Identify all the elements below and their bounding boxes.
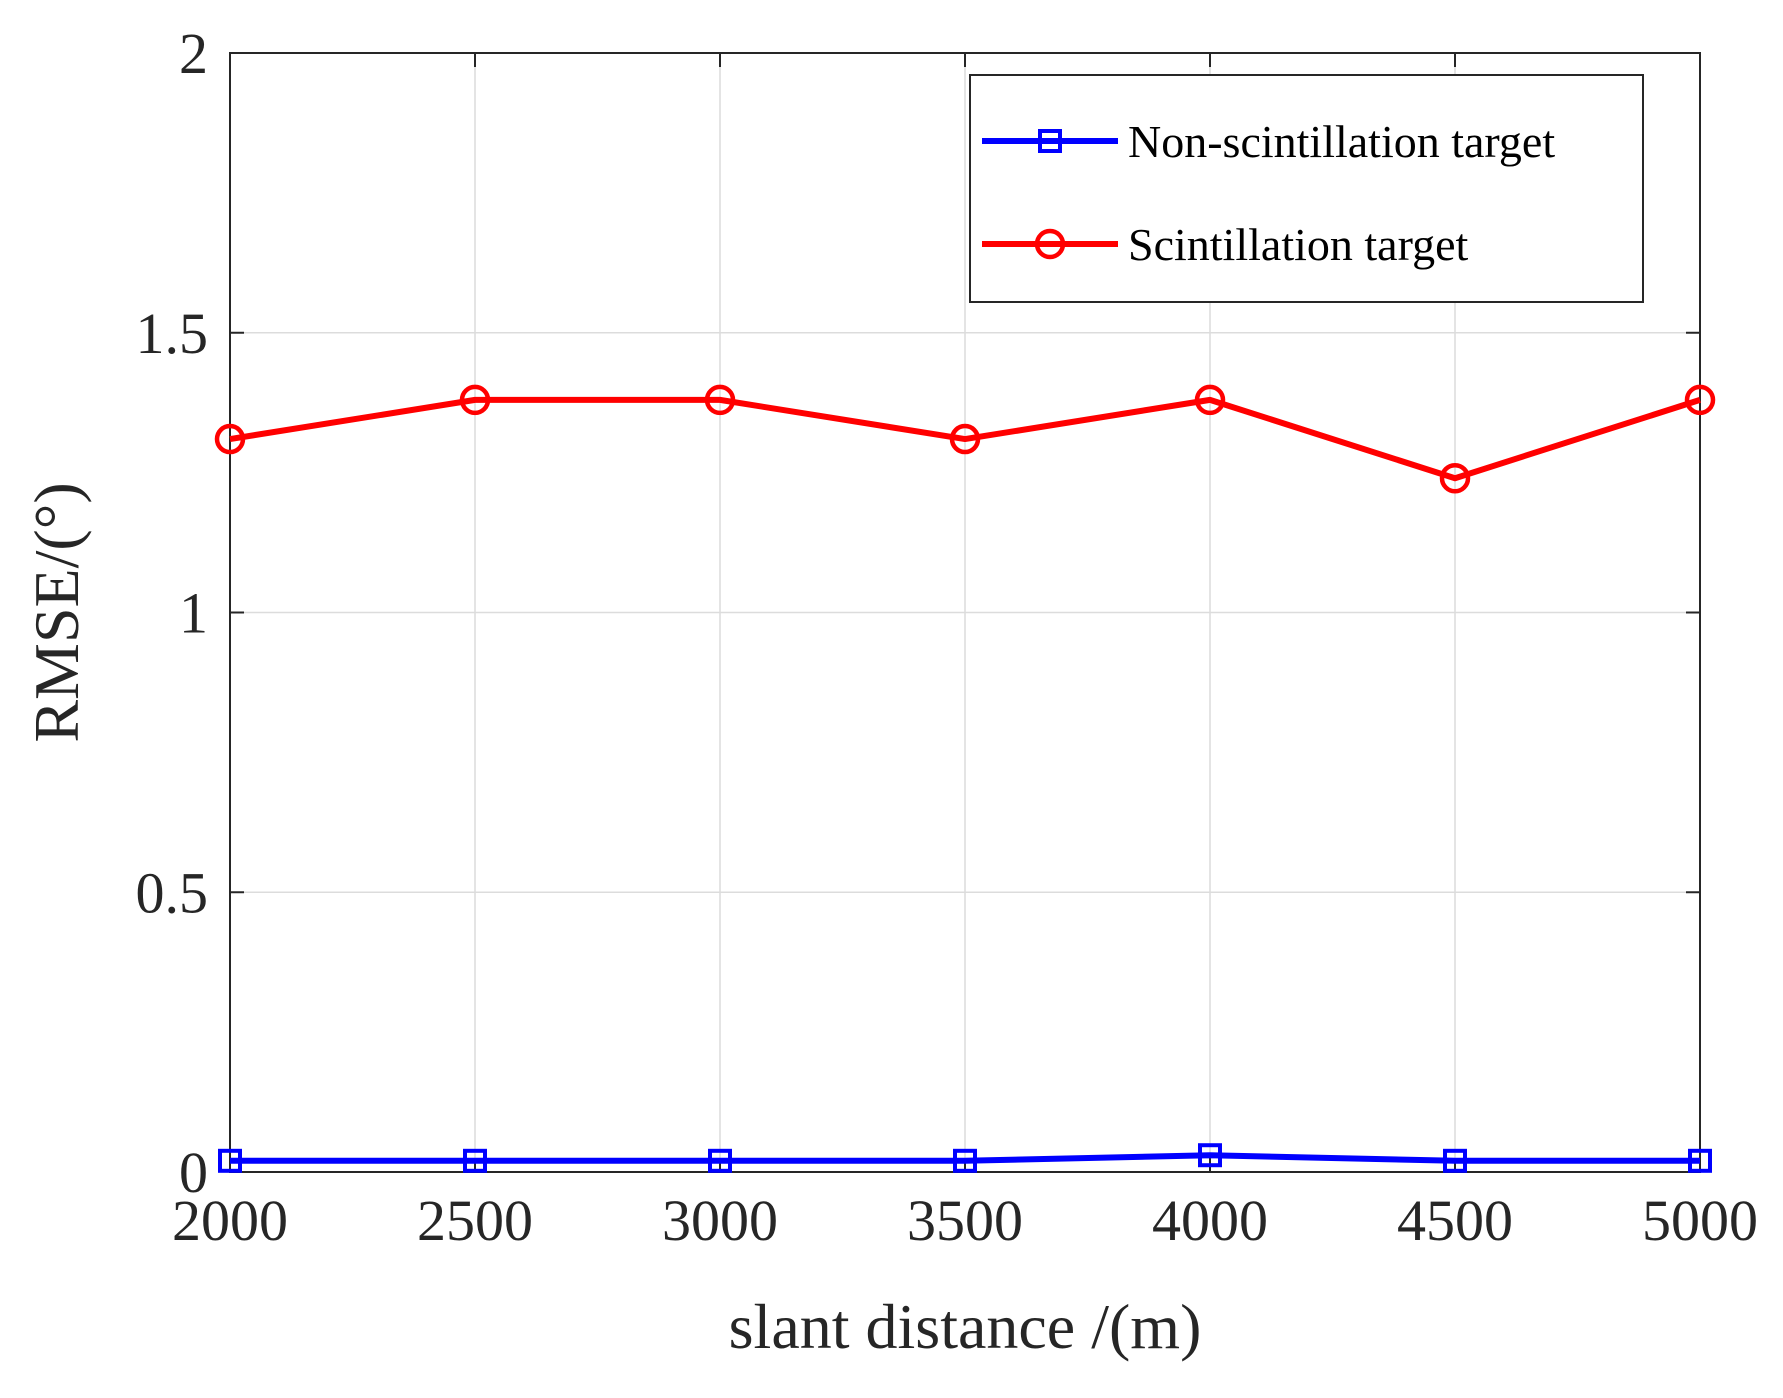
data-point	[1439, 462, 1471, 494]
data-point	[953, 1148, 977, 1173]
data-point	[1684, 384, 1716, 416]
x-tick-label: 4500	[1397, 1188, 1513, 1253]
y-tick-label: 0.5	[136, 860, 209, 925]
data-point	[704, 384, 736, 416]
y-tick-label: 2	[179, 21, 208, 86]
legend-label: Scintillation target	[1128, 219, 1468, 270]
data-point	[1688, 1148, 1712, 1173]
x-tick-label: 4000	[1152, 1188, 1268, 1253]
data-point	[949, 423, 981, 455]
data-series	[214, 384, 1716, 1173]
y-axis-label: RMSE/(°)	[21, 482, 92, 742]
series-line	[229, 396, 1701, 482]
x-tick-label: 3000	[662, 1188, 778, 1253]
series-square-group	[218, 1143, 1712, 1173]
legend-swatch-marker	[1034, 228, 1066, 260]
axis-tick-labels: 2000 2500 3000 3500 4000 4500 5000 0 0.5 1 1.5 2	[136, 21, 1759, 1253]
data-point	[1443, 1148, 1467, 1173]
data-point	[459, 384, 491, 416]
y-tick-label: 1.5	[136, 301, 209, 366]
legend: Non-scintillation target Scintillation ta…	[969, 74, 1644, 303]
legend-entry: Scintillation target	[982, 219, 1468, 270]
x-tick-label: 2000	[172, 1188, 288, 1253]
data-point	[218, 1148, 242, 1173]
x-tick-label: 2500	[417, 1188, 533, 1253]
data-point	[1198, 1143, 1222, 1168]
legend-entry: Non-scintillation target	[982, 116, 1555, 167]
data-point	[214, 423, 246, 455]
series-line	[230, 1152, 1700, 1164]
legend-swatch-marker	[1038, 129, 1062, 153]
legend-label: Non-scintillation target	[1128, 116, 1555, 167]
x-axis-label: slant distance /(m)	[729, 1291, 1202, 1362]
series-circle-group	[214, 384, 1716, 494]
y-tick-label: 0	[179, 1140, 208, 1205]
data-point	[463, 1148, 487, 1173]
x-tick-label: 3500	[907, 1188, 1023, 1253]
data-point	[708, 1148, 732, 1173]
y-tick-label: 1	[179, 581, 208, 646]
data-point	[1194, 384, 1226, 416]
legend-box	[969, 74, 1644, 303]
x-tick-label: 5000	[1642, 1188, 1758, 1253]
